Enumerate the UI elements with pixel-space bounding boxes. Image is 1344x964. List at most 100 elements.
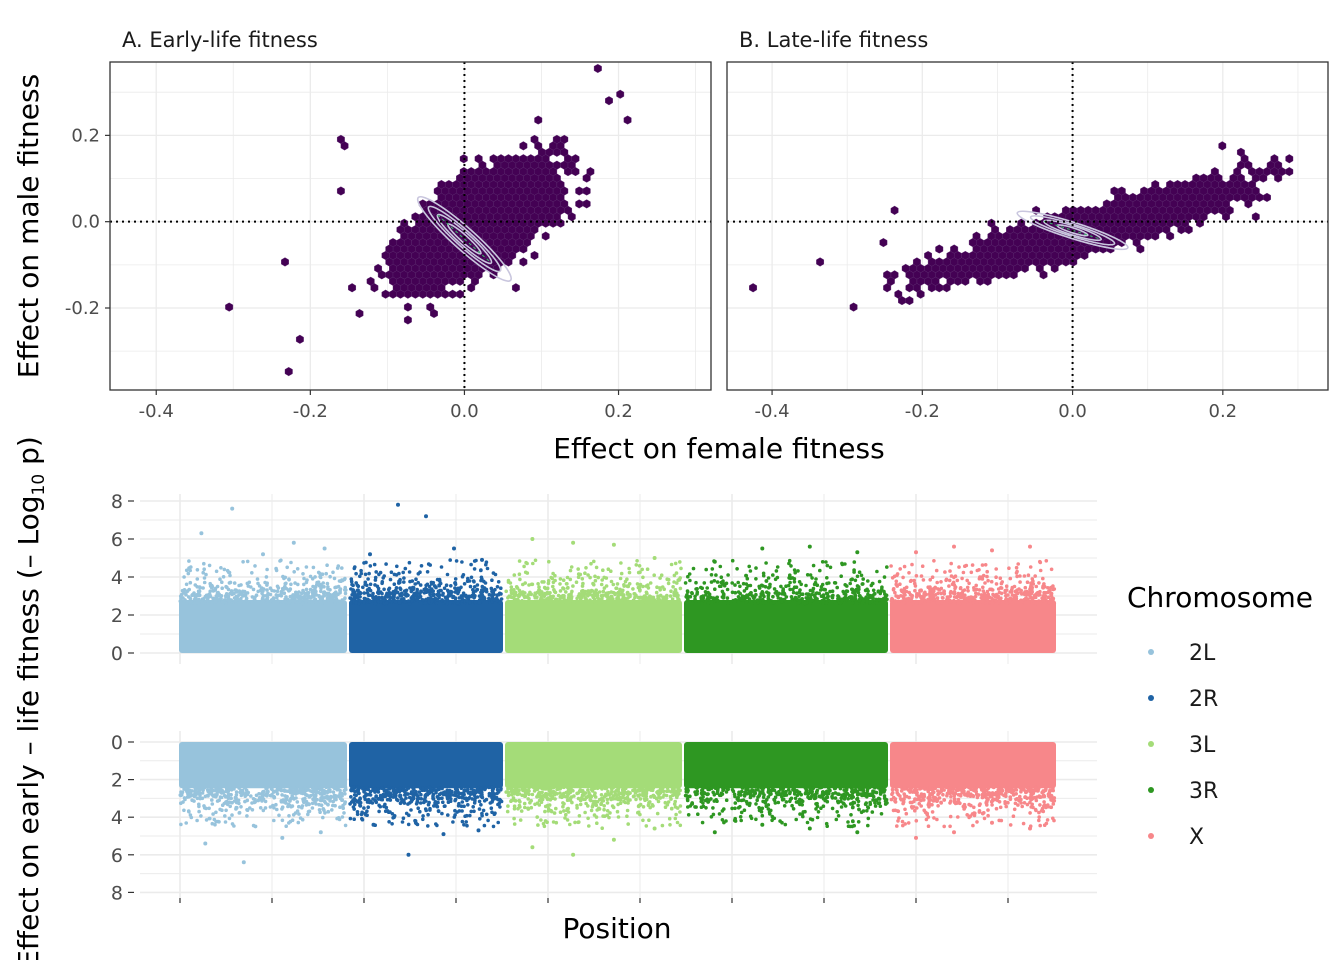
snp-point xyxy=(277,594,281,598)
snp-point xyxy=(499,601,503,605)
snp-point xyxy=(636,582,640,586)
snp-point xyxy=(333,804,337,808)
snp-point xyxy=(1020,805,1024,809)
snp-point xyxy=(388,787,392,791)
snp-point xyxy=(351,590,355,594)
x-tick-label: -0.2 xyxy=(905,401,940,422)
snp-point xyxy=(902,792,906,796)
snp-point xyxy=(572,601,576,605)
snp-point xyxy=(371,594,375,598)
snp-point xyxy=(861,582,865,586)
snp-point xyxy=(619,801,623,805)
snp-point xyxy=(473,595,477,599)
snp-point xyxy=(341,806,345,810)
snp-point xyxy=(806,821,810,825)
snp-point xyxy=(493,811,497,815)
snp-point xyxy=(788,581,792,585)
snp-point xyxy=(360,813,364,817)
snp-point xyxy=(864,801,868,805)
snp-point xyxy=(303,790,307,794)
snp-point xyxy=(323,594,327,598)
snp-point xyxy=(518,572,522,576)
snp-point xyxy=(754,802,758,806)
snp-point xyxy=(826,795,830,799)
snp-point xyxy=(544,805,548,809)
snp-point xyxy=(740,790,744,794)
snp-point xyxy=(229,797,233,801)
snp-point xyxy=(494,573,498,577)
snp-point xyxy=(793,571,797,575)
snp-point xyxy=(600,802,604,806)
snp-point xyxy=(794,797,798,801)
snp-point xyxy=(214,789,218,793)
snp-point xyxy=(558,582,562,586)
snp-point xyxy=(480,576,484,580)
snp-point xyxy=(288,589,292,593)
snp-point xyxy=(816,816,820,820)
peak-point xyxy=(452,547,456,551)
snp-point xyxy=(366,805,370,809)
snp-point xyxy=(428,807,432,811)
snp-point xyxy=(324,572,328,576)
snp-point xyxy=(509,581,513,585)
snp-point xyxy=(674,813,678,817)
snp-point xyxy=(880,788,884,792)
snp-point xyxy=(570,590,574,594)
snp-point xyxy=(677,792,681,796)
snp-point xyxy=(571,584,575,588)
snp-point xyxy=(822,804,826,808)
snp-point xyxy=(739,815,743,819)
snp-point xyxy=(328,575,332,579)
snp-point xyxy=(609,600,613,604)
snp-point xyxy=(874,804,878,808)
snp-point xyxy=(393,573,397,577)
snp-point xyxy=(675,571,679,575)
snp-point xyxy=(865,809,869,813)
snp-point xyxy=(245,814,249,818)
snp-point xyxy=(233,799,237,803)
snp-point xyxy=(203,576,207,580)
snp-point xyxy=(710,815,714,819)
snp-point xyxy=(521,583,525,587)
hexbin-cell xyxy=(494,187,501,196)
snp-point xyxy=(749,796,753,800)
snp-point xyxy=(668,823,672,827)
snp-point xyxy=(539,795,543,799)
snp-point xyxy=(861,577,865,581)
snp-point xyxy=(297,805,301,809)
peak-point xyxy=(368,552,372,556)
snp-point xyxy=(402,576,406,580)
snp-point xyxy=(382,598,386,602)
snp-point xyxy=(655,591,659,595)
snp-point xyxy=(397,572,401,576)
snp-point xyxy=(492,593,496,597)
snp-point xyxy=(575,806,579,810)
snp-point xyxy=(443,804,447,808)
snp-point xyxy=(299,791,303,795)
snp-point xyxy=(244,792,248,796)
snp-point xyxy=(308,795,312,799)
hexbin-cell xyxy=(583,174,591,183)
snp-point xyxy=(506,804,510,808)
snp-point xyxy=(851,801,855,805)
snp-point xyxy=(837,814,841,818)
snp-point xyxy=(616,810,620,814)
snp-point xyxy=(302,800,306,804)
snp-point xyxy=(530,806,534,810)
snp-point xyxy=(661,795,665,799)
hexbin-cell xyxy=(501,174,509,183)
snp-point xyxy=(414,577,418,581)
snp-point xyxy=(754,593,758,597)
snp-point xyxy=(426,813,430,817)
snp-point xyxy=(188,569,192,573)
hexbin-cell xyxy=(535,116,543,125)
snp-point xyxy=(721,809,725,813)
snp-point xyxy=(446,813,450,817)
snp-point xyxy=(324,785,328,789)
snp-point xyxy=(579,598,583,602)
snp-point xyxy=(559,577,563,581)
snp-point xyxy=(558,787,562,791)
snp-point xyxy=(570,801,574,805)
snp-point xyxy=(486,819,490,823)
snp-point xyxy=(179,794,183,798)
